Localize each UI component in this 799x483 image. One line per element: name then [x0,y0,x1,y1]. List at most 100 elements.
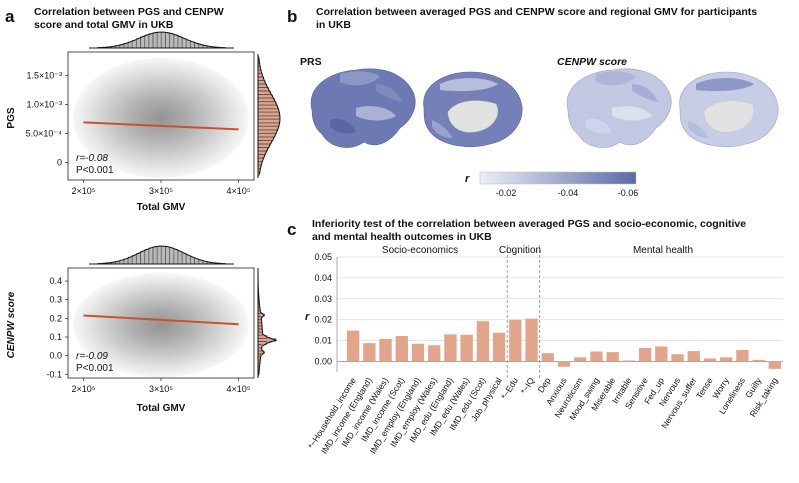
cenpw-top-hist-bar [182,253,187,265]
pgs-x-tick-label: 3×10⁵ [149,186,173,196]
bar [395,336,408,362]
bar-chart-bars [346,318,782,369]
panel-c-title-line-1: Inferiority test of the correlation betw… [312,218,746,230]
pgs-right-hist-bar [257,91,271,95]
bar [720,357,733,362]
colorbar-gradient [479,171,637,185]
cenpw-right-hist-bar [257,329,263,333]
panel-b-label: b [287,7,297,26]
bar [574,357,587,362]
pgs-fit-line [83,121,239,131]
bottom-y-marginal-histogram [257,268,278,378]
pgs-right-hist-bar [257,108,280,113]
bar [687,351,700,362]
colorbar-tick-2: -0.04 [558,188,579,198]
bottom-x-marginal-histogram [89,245,234,265]
bar-category-label: *~IQ [519,375,537,395]
bar [590,351,603,362]
cenpw-x-tick-label: 2×10⁵ [71,384,95,394]
pgs-r-value: r=-0.08 [76,153,108,164]
pgs-right-hist-bar [257,98,275,102]
cenpw-top-hist-bar [186,254,191,265]
group-label-mental-health: Mental health [633,245,693,256]
bar [428,345,441,362]
cenpw-x-ticks: 2×10⁵ 3×10⁵ 4×10⁵ [71,378,251,394]
cenpw-right-hist-bar [257,344,263,348]
panel-c: c Inferiority test of the correlation be… [287,218,783,456]
cenpw-y-axis-label: CENPW score [6,291,17,358]
cenpw-p-value: P<0.001 [76,363,114,374]
prs-lateral-brain-map [310,68,416,148]
bar [411,343,425,362]
cenpw-y-tick-label: 0.1 [49,332,62,342]
panel-b: b Correlation between averaged PGS and C… [287,6,779,198]
pgs-right-hist-bar [257,122,280,127]
pgs-y-tick-label: 5.0×10⁻⁴ [26,128,63,138]
cenpw-x-axis-label: Total GMV [137,403,186,414]
bar [460,334,473,362]
bar [703,358,717,362]
cenpw-top-hist-bar [152,246,158,265]
pgs-right-hist-bar [257,105,278,109]
pgs-density-cloud [73,58,249,178]
bar-chart-y-ticks: 0.05 0.04 0.03 0.02 0.01 0.00 [314,252,332,367]
pgs-y-tick-label: 0 [57,158,62,168]
bar [655,346,668,362]
cenpw-top-hist-bar [140,251,145,265]
bar [638,347,652,362]
panel-a-title-line-1: Correlation between PGS and CENPW [34,6,224,18]
bar [768,361,782,369]
pgs-top-hist-bar [132,39,137,49]
panel-b-title-line-2: in UKB [316,19,351,31]
pgs-right-hist-bar [257,140,272,144]
bar-y-tick-label: 0.02 [314,315,332,325]
cenpw-top-hist-bar [157,245,162,265]
pgs-y-tick-label: 1.0×10⁻³ [26,99,62,109]
bar [444,334,457,362]
pgs-right-density-curve [258,57,281,175]
pgs-top-hist-bar [140,36,145,49]
panel-a-title-line-2: score and total GMV in UKB [34,19,174,31]
prs-brain-label: PRS [300,56,322,68]
bar [541,353,554,362]
bar-category-label: *~Edu [499,376,520,402]
bar [622,360,636,362]
pgs-top-hist-bar [136,38,141,49]
pgs-top-hist-bar [169,33,174,49]
cenpw-y-tick-label: -0.1 [46,369,62,379]
pgs-x-tick-label: 4×10⁵ [226,186,250,196]
bar-y-tick-label: 0.03 [314,294,332,304]
cenpw-top-density-curve [97,245,226,265]
pgs-top-hist-bar [148,33,153,49]
pgs-right-hist-bar [257,101,277,106]
pgs-right-hist-bar [257,112,280,116]
cenpw-top-hist-bar [161,245,166,265]
bar-y-tick-label: 0.01 [314,336,332,346]
pgs-right-hist-bar [257,133,276,137]
bar [363,343,376,362]
pgs-top-hist-bar [144,34,149,49]
bar [606,352,619,362]
pgs-right-hist-bar [257,147,268,151]
cenpw-y-tick-label: 0.4 [49,276,62,286]
cenpw-y-tick-label: 0.0 [49,351,62,361]
bar [525,318,538,362]
bar [379,338,392,362]
colorbar-tick-1: -0.02 [496,188,517,198]
cenpw-y-tick-label: 0.2 [49,313,62,323]
pgs-y-tick-label: 1.5×10⁻³ [26,70,62,80]
pgs-x-tick-label: 2×10⁵ [71,186,95,196]
bar [752,359,765,362]
cenpw-brain-label: CENPW score [557,56,627,68]
pgs-top-hist-bar [152,32,158,49]
pgs-right-hist-bar [257,94,273,99]
colorbar-label: r [465,173,470,185]
cenpw-top-hist-bar [190,256,195,265]
cenpw-medial-brain-map [679,71,779,148]
bar [492,332,506,362]
pgs-p-value: P<0.001 [76,165,114,176]
pgs-top-hist-bar [186,39,191,49]
cenpw-x-tick-label: 3×10⁵ [149,384,173,394]
group-label-cognition: Cognition [499,245,541,256]
pgs-top-hist-bar [182,38,187,49]
